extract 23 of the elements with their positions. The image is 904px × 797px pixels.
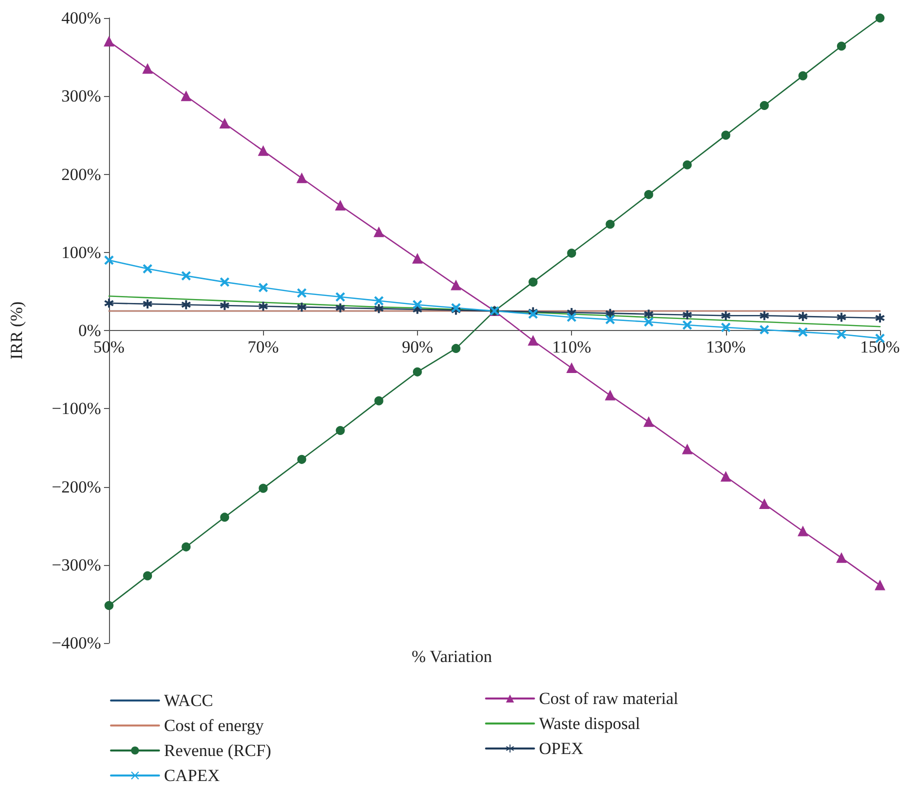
x-axis-title: % Variation: [412, 647, 493, 666]
y-tick-label: −100%: [52, 399, 101, 418]
legend-label: Cost of energy: [164, 716, 264, 735]
y-tick-label: −300%: [52, 555, 101, 574]
legend-label: WACC: [164, 691, 214, 710]
legend-label: Cost of raw material: [539, 689, 679, 708]
x-tick-label: 90%: [402, 338, 433, 356]
x-tick-label: 150%: [860, 338, 900, 356]
legend-label: Waste disposal: [539, 714, 640, 733]
y-tick-label: 200%: [61, 164, 101, 184]
y-tick-label: 100%: [61, 242, 101, 262]
y-tick-label: −400%: [52, 634, 101, 652]
y-tick-label: 300%: [61, 86, 101, 106]
legend-label: OPEX: [539, 739, 584, 758]
x-tick-label: 70%: [248, 338, 279, 356]
y-axis-title: IRR (%): [7, 301, 26, 360]
y-tick-label: −200%: [52, 477, 101, 496]
legend-label: CAPEX: [164, 766, 220, 785]
y-tick-label: 0%: [78, 321, 101, 340]
y-tick-label: 400%: [61, 8, 101, 28]
x-tick-label: 130%: [706, 338, 746, 356]
x-tick-label: 110%: [552, 338, 592, 356]
legend-label: Revenue (RCF): [164, 741, 272, 760]
